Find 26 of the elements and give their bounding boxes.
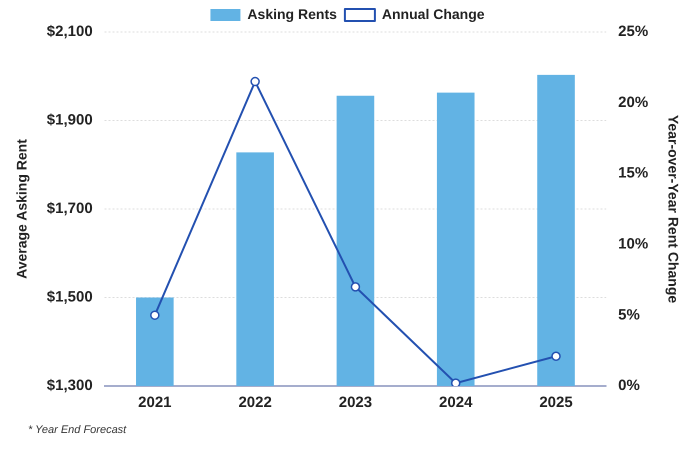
- text: * Year End Forecast: [28, 424, 126, 436]
- y2-axis-title: Year-over-Year Rent Change: [666, 114, 682, 304]
- y-tick-label: $1,700: [46, 200, 93, 218]
- point: [450, 378, 460, 386]
- y2-tick-label: 0%: [618, 377, 640, 394]
- legend-label: Asking Rents: [247, 6, 338, 22]
- point: [551, 352, 561, 362]
- y-tick-label: $1,300: [46, 377, 93, 394]
- y2-tick-label: 10%: [618, 236, 648, 253]
- x-tick-label: 2023: [338, 394, 372, 412]
- x-tick-label: 2022: [238, 394, 272, 412]
- y2-tick-label: 15%: [618, 164, 648, 182]
- x-tick-label: 2024: [439, 394, 474, 412]
- y-tick-label: $2,100: [46, 23, 93, 40]
- point: [150, 310, 160, 320]
- legend-label: Annual Change: [382, 6, 485, 22]
- x-tick-label: 2021: [138, 394, 172, 412]
- x-tick-label: 2025: [539, 394, 573, 412]
- y2-tick-label: 20%: [618, 94, 648, 111]
- y2-tick-label: 5%: [618, 306, 640, 324]
- y2-tick-label: 25%: [618, 23, 648, 40]
- point: [250, 76, 260, 86]
- y-tick-label: $1,900: [46, 112, 93, 129]
- point: [350, 282, 360, 292]
- y-axis-title: Average Asking Rent: [13, 138, 30, 279]
- y-tick-label: $1,500: [46, 288, 93, 306]
